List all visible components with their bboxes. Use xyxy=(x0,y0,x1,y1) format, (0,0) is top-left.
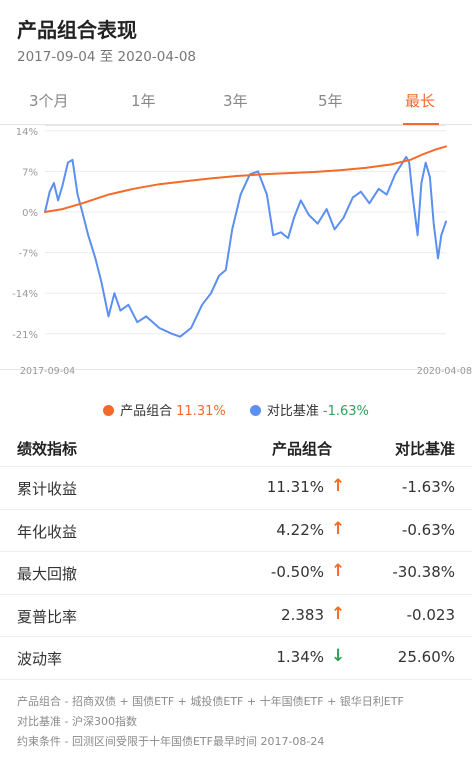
metric-portfolio-value: -0.50% xyxy=(270,563,324,581)
legend-portfolio-value: 11.31% xyxy=(176,404,226,419)
metrics-table: 绩效指标 产品组合 对比基准 累计收益 11.31% ↑ -1.63% 年化收益… xyxy=(0,427,472,680)
tab-3-months[interactable]: 3个月 xyxy=(29,92,69,110)
metric-label: 波动率 xyxy=(17,650,63,668)
chart-legend: 产品组合 11.31% 对比基准 -1.63% xyxy=(0,400,472,419)
arrow-up-icon: ↑ xyxy=(331,561,346,581)
tab-3-years[interactable]: 3年 xyxy=(223,92,248,110)
legend-benchmark-value: -1.63% xyxy=(322,404,369,419)
metric-portfolio-value: 1.34% xyxy=(276,648,324,666)
metric-label: 最大回撤 xyxy=(17,565,78,583)
arrow-up-icon: ↑ xyxy=(331,603,346,624)
metric-label: 年化收益 xyxy=(17,522,78,541)
arrow-up-icon: ↑ xyxy=(331,518,346,539)
metric-label: 夏普比率 xyxy=(17,607,78,626)
metrics-header-row: 绩效指标 产品组合 对比基准 xyxy=(0,427,472,467)
x-axis-tick-labels: 2017-09-04 2020-04-08 xyxy=(20,366,472,377)
chart-gridlines xyxy=(0,125,472,370)
page-title: 产品组合表现 xyxy=(17,18,137,42)
table-row: 年化收益 4.22% ↑ -0.63% xyxy=(0,510,472,552)
legend-portfolio-label: 产品组合 xyxy=(120,404,173,419)
metric-portfolio-value: 2.383 xyxy=(281,605,324,624)
y-tick-label: 7% xyxy=(22,167,38,178)
y-tick-label: -7% xyxy=(19,249,38,260)
y-tick-label: 0% xyxy=(22,208,38,219)
y-tick-label: -21% xyxy=(12,330,38,341)
footnote-benchmark: 对比基准 - 沪深300指数 xyxy=(17,715,137,728)
portfolio-dot-icon xyxy=(103,405,115,416)
footnote-portfolio: 产品组合 - 招商双债 + 国债ETF + 城投债ETF + 十年国债ETF +… xyxy=(17,695,404,708)
metric-benchmark-value: 25.60% xyxy=(397,648,455,666)
metric-portfolio-value: 4.22% xyxy=(276,520,324,539)
tabs-divider xyxy=(0,124,472,125)
table-row: 累计收益 11.31% ↑ -1.63% xyxy=(0,467,472,510)
footnote-constraint: 约束条件 - 回测区间受限于十年国债ETF最早时间 2017-08-24 xyxy=(17,735,325,748)
metrics-header-indicator: 绩效指标 xyxy=(17,440,78,458)
metric-benchmark-value: -0.023 xyxy=(406,605,455,624)
series-line xyxy=(44,145,447,213)
y-axis-tick-labels: 14% 7% 0% -7% -14% -21% xyxy=(12,127,38,341)
metric-label: 累计收益 xyxy=(17,480,78,498)
metric-benchmark-value: -0.63% xyxy=(401,520,455,539)
table-row: 波动率 1.34% ↓ 25.60% xyxy=(0,637,472,680)
arrow-up-icon: ↑ xyxy=(331,476,346,496)
table-row: 最大回撤 -0.50% ↑ -30.38% xyxy=(0,552,472,595)
benchmark-dot-icon xyxy=(249,405,261,416)
legend-item-benchmark: 对比基准 -1.63% xyxy=(249,400,369,419)
performance-line-chart: 14% 7% 0% -7% -14% -21% 2017-09-04 2020-04-08 xyxy=(0,125,472,377)
legend-benchmark-label: 对比基准 xyxy=(266,404,319,419)
tab-max[interactable]: 最长 xyxy=(405,92,436,110)
tab-5-years[interactable]: 5年 xyxy=(318,92,343,110)
metrics-header-portfolio: 产品组合 xyxy=(271,440,332,458)
arrow-down-icon: ↓ xyxy=(331,646,346,666)
table-row: 夏普比率 2.383 ↑ -0.023 xyxy=(0,595,472,637)
metric-benchmark-value: -1.63% xyxy=(401,478,455,496)
tab-1-year[interactable]: 1年 xyxy=(131,92,156,110)
date-range: 2017-09-04 至 2020-04-08 xyxy=(17,49,196,65)
metric-benchmark-value: -30.38% xyxy=(392,563,455,581)
x-tick-label: 2020-04-08 xyxy=(417,366,472,377)
period-tabs: 3个月 1年 3年 5年 最长 xyxy=(0,90,472,116)
series-line xyxy=(44,155,447,338)
y-tick-label: 14% xyxy=(16,127,38,138)
chart-series-lines xyxy=(44,145,447,338)
metrics-header-benchmark: 对比基准 xyxy=(394,440,455,458)
metric-portfolio-value: 11.31% xyxy=(266,478,324,496)
y-tick-label: -14% xyxy=(12,289,38,300)
active-tab-indicator xyxy=(403,123,439,125)
x-tick-label: 2017-09-04 xyxy=(20,366,75,377)
legend-item-portfolio: 产品组合 11.31% xyxy=(103,400,226,419)
